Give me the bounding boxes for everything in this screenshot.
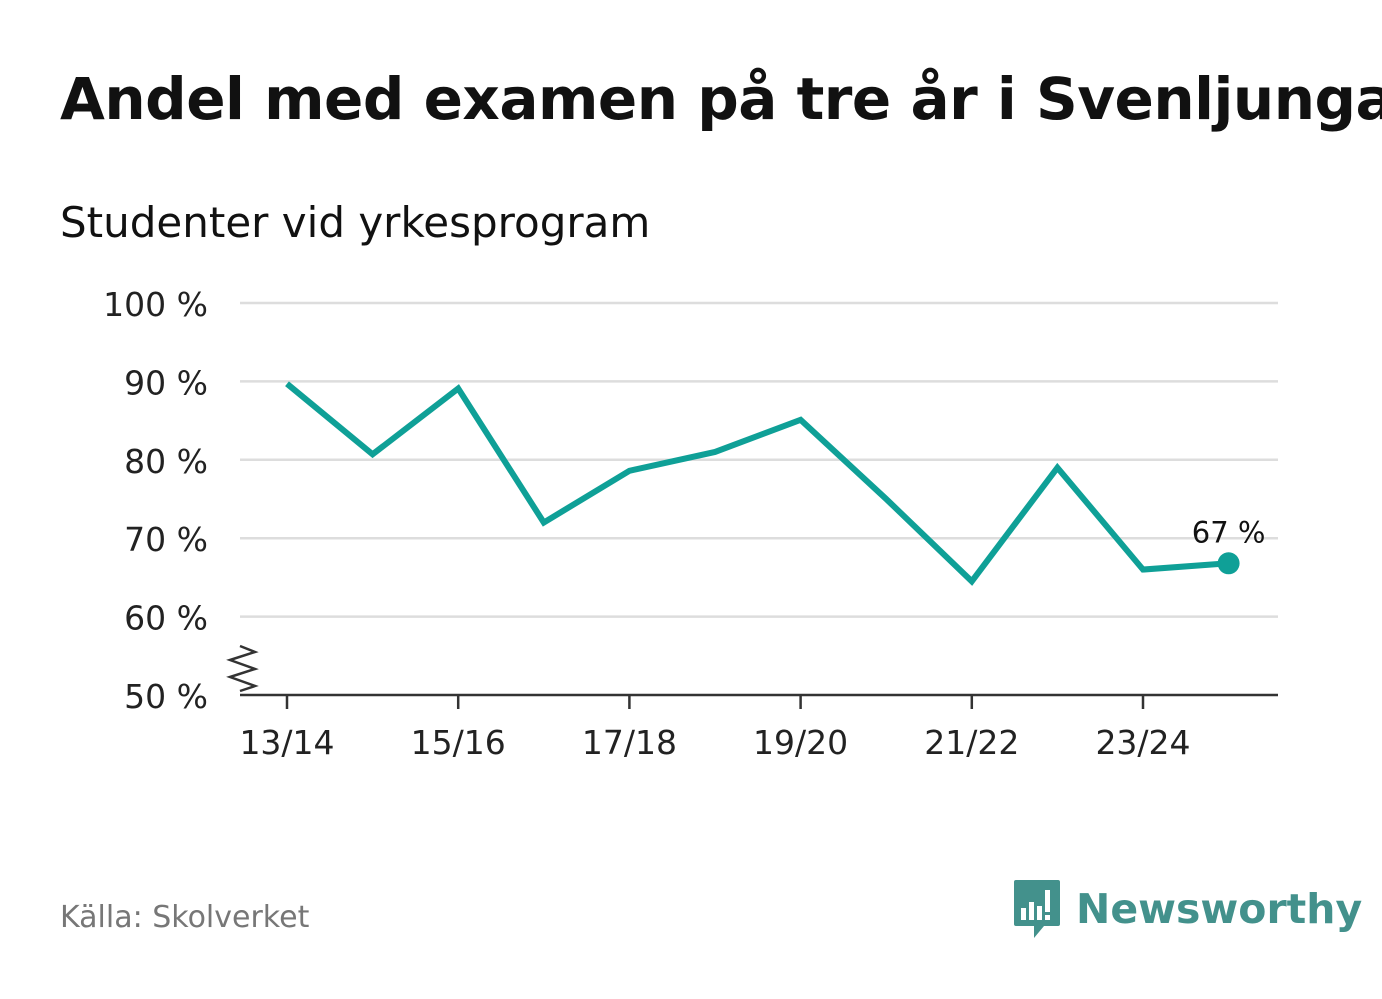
brand-name: Newsworthy <box>1076 885 1363 933</box>
data-point <box>712 449 718 455</box>
y-tick-label: 60 % <box>124 599 208 638</box>
bar-chart-speech-bubble-icon <box>1014 880 1060 938</box>
brand-logo: Newsworthy <box>1012 878 1362 940</box>
data-point <box>626 468 632 474</box>
y-tick-label: 70 % <box>124 520 208 559</box>
data-series <box>284 381 1229 586</box>
axis-break-zigzag <box>226 644 259 693</box>
last-point-label: 67 % <box>1192 515 1266 549</box>
axis-break-marker <box>226 644 259 693</box>
data-point <box>969 578 975 584</box>
source-note: Källa: Skolverket <box>60 900 310 935</box>
gridlines <box>240 301 1278 618</box>
data-point <box>883 496 889 502</box>
x-tick-label: 17/18 <box>582 723 677 762</box>
data-point <box>1054 465 1060 471</box>
data-point <box>455 385 461 391</box>
last-point-marker <box>1217 552 1240 575</box>
data-point <box>370 451 376 457</box>
x-tick-label: 19/20 <box>753 723 848 762</box>
data-point <box>284 381 290 387</box>
data-point <box>1140 567 1146 573</box>
data-point <box>541 520 547 526</box>
x-tick-label: 23/24 <box>1095 723 1190 762</box>
x-axis: 13/14 15/16 17/18 19/20 21/22 23/24 <box>239 693 1278 762</box>
data-point <box>798 417 804 423</box>
y-tick-label: 80 % <box>124 442 208 481</box>
x-tick-label: 15/16 <box>411 723 506 762</box>
y-tick-label: 100 % <box>103 285 208 324</box>
annotations: 67 % <box>1192 515 1266 575</box>
series-line <box>285 381 1229 586</box>
chart-title: Andel med examen på tre år i Svenljunga <box>60 65 1382 133</box>
x-tick-label: 21/22 <box>924 723 1019 762</box>
y-tick-label: 50 % <box>124 677 208 716</box>
y-tick-label: 90 % <box>124 363 208 402</box>
y-axis-labels: 100 % 90 % 80 % 70 % 60 % 50 % <box>103 285 208 716</box>
x-tick-label: 13/14 <box>239 723 334 762</box>
chart-subtitle: Studenter vid yrkesprogram <box>60 198 651 247</box>
